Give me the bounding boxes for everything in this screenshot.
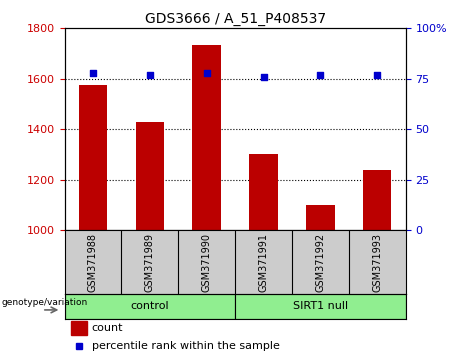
Bar [71,321,87,335]
Text: percentile rank within the sample: percentile rank within the sample [92,341,280,351]
Bar [235,294,406,319]
Point [373,72,381,78]
Point [89,70,97,75]
Bar [79,85,107,230]
Text: SIRT1 null: SIRT1 null [293,301,348,311]
Bar [306,205,335,230]
Text: GSM371990: GSM371990 [201,233,212,292]
Text: GSM371993: GSM371993 [372,233,382,292]
Point [203,70,210,75]
Point [146,72,154,78]
Text: count: count [92,323,124,333]
Text: GSM371989: GSM371989 [145,233,155,292]
Bar [65,294,235,319]
Title: GDS3666 / A_51_P408537: GDS3666 / A_51_P408537 [145,12,325,26]
Bar [363,170,391,230]
Bar [249,154,278,230]
Bar [136,122,164,230]
Text: GSM371991: GSM371991 [259,233,269,292]
Text: control: control [130,301,169,311]
Bar [193,45,221,230]
Text: GSM371992: GSM371992 [315,233,325,292]
Text: genotype/variation: genotype/variation [1,298,88,307]
Point [260,74,267,80]
Text: GSM371988: GSM371988 [88,233,98,292]
Point [317,72,324,78]
